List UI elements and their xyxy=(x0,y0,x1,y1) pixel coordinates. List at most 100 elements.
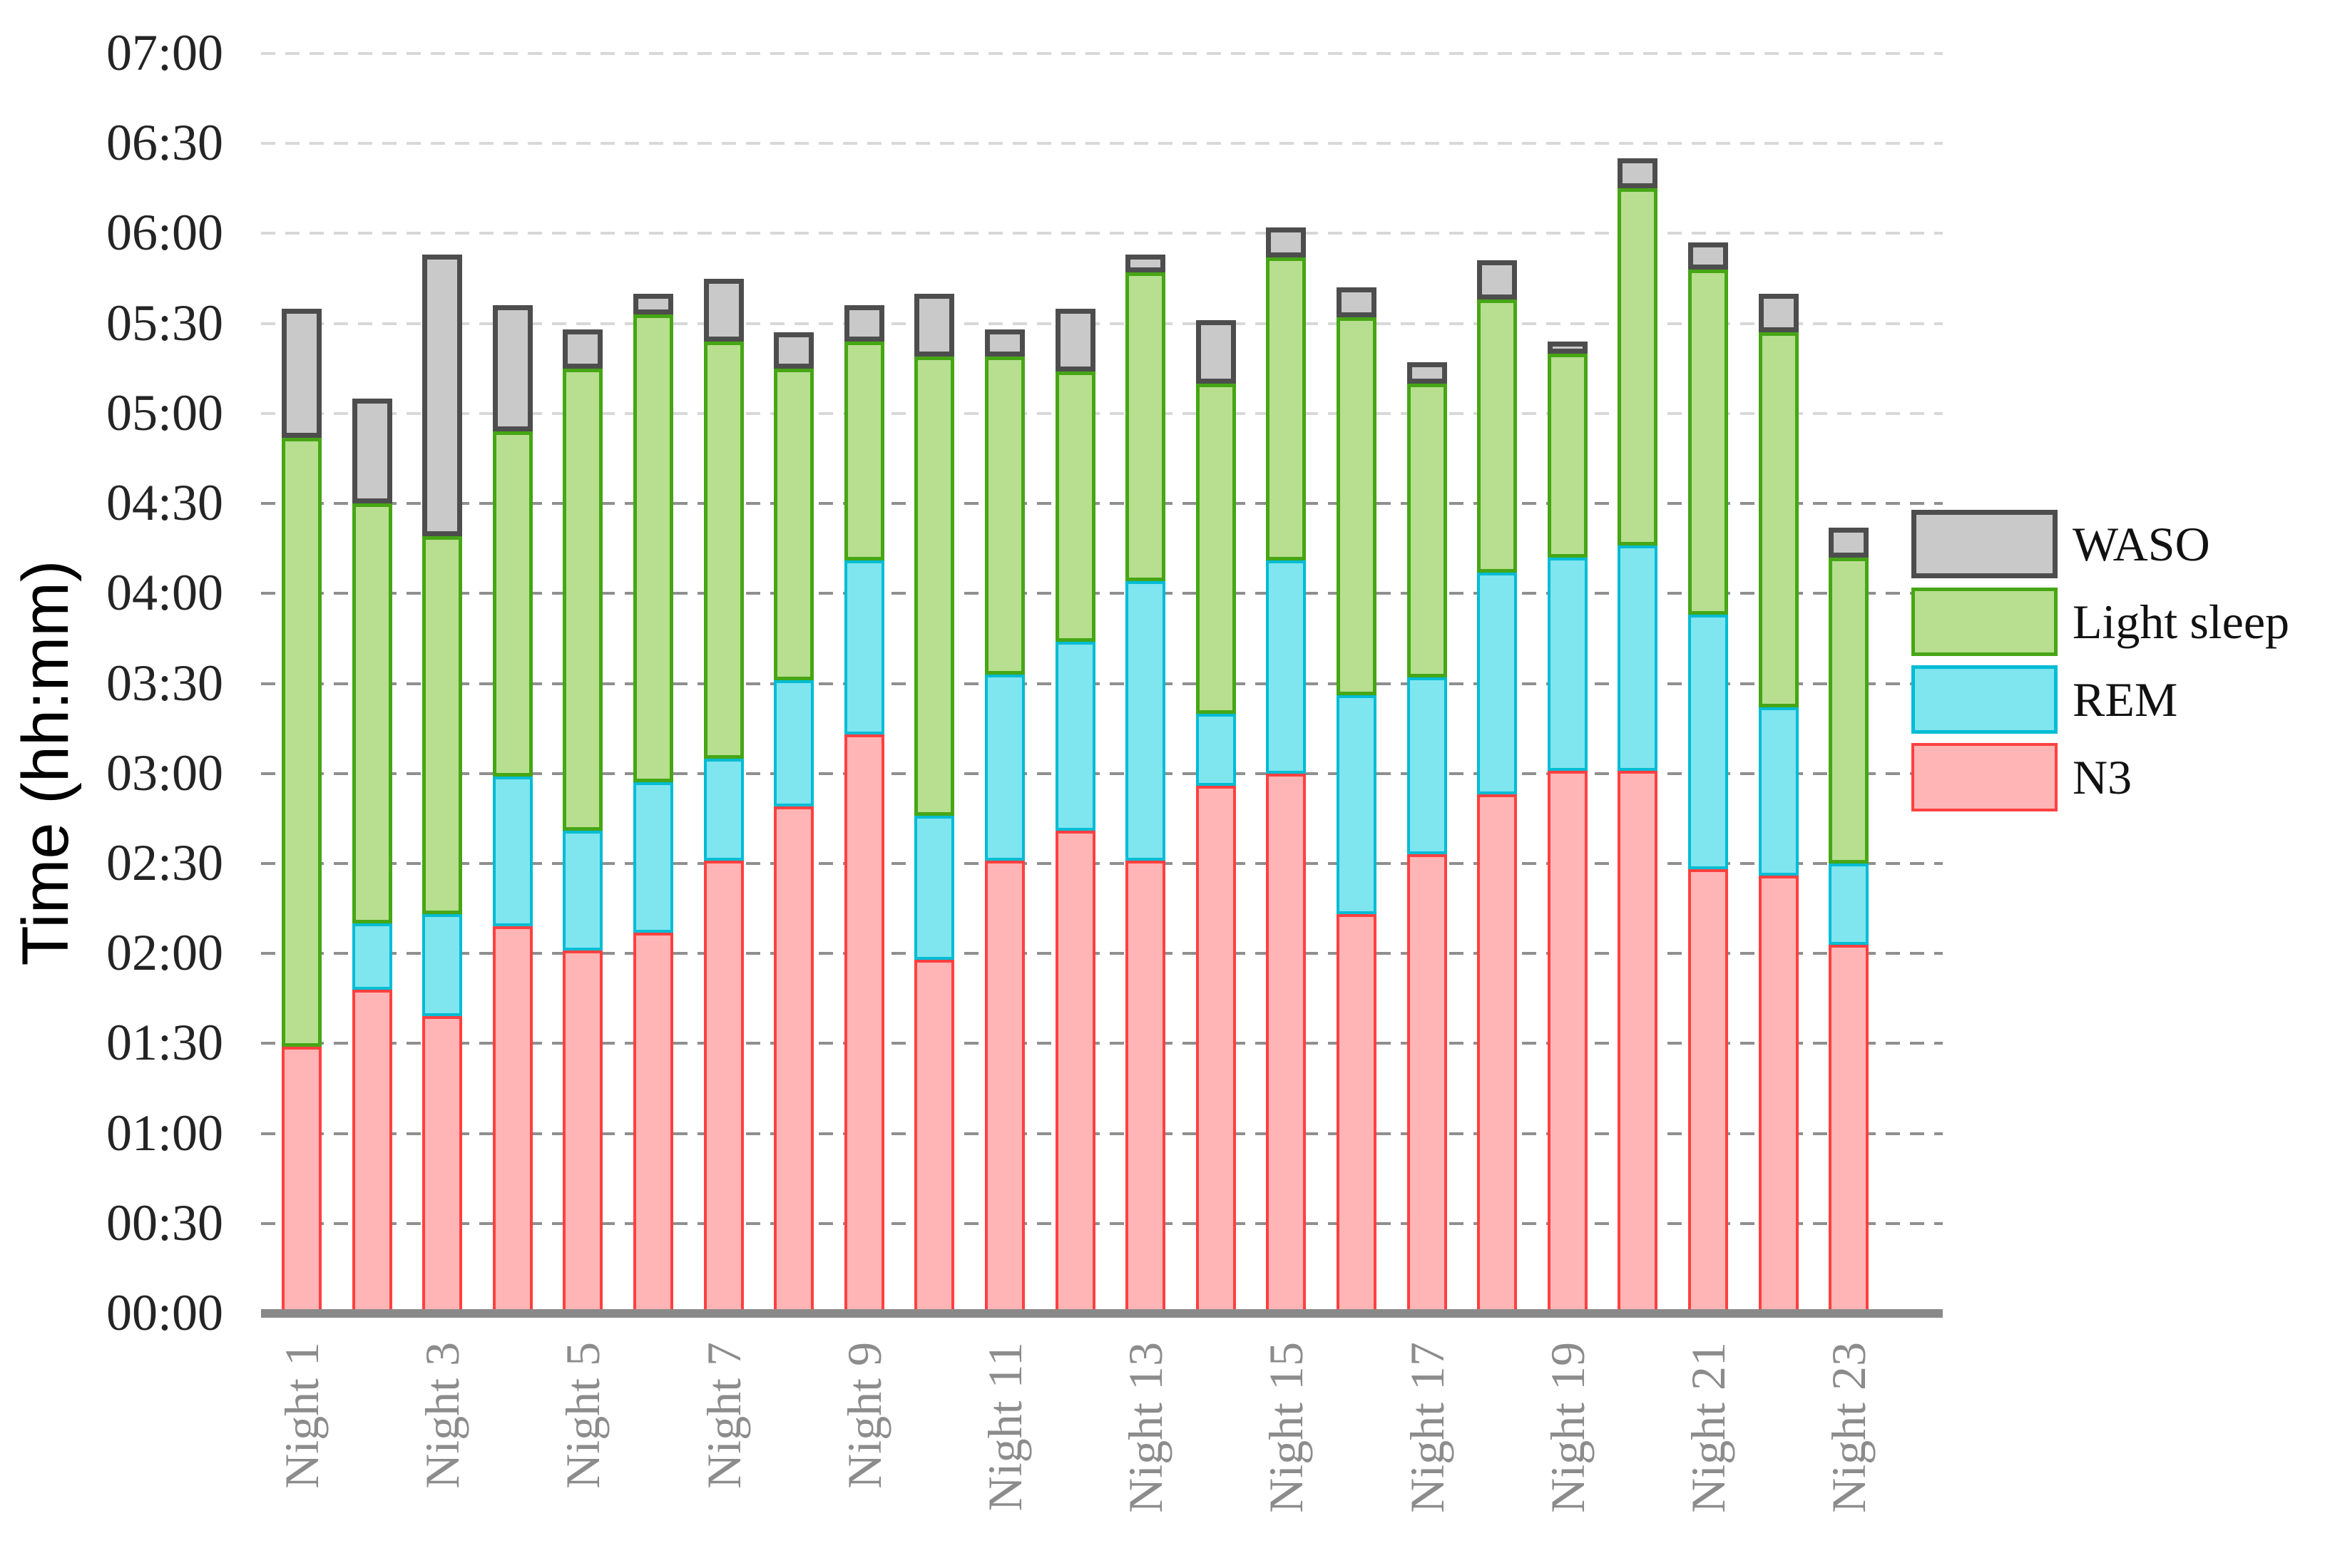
bar-segment-rem-night-11 xyxy=(985,674,1025,861)
bar-segment-light-sleep-night-19 xyxy=(1547,353,1588,558)
x-tick-label-night-21: Night 21 xyxy=(1681,1342,1735,1513)
x-tick-label-night-19: Night 19 xyxy=(1540,1342,1595,1513)
bar-segment-rem-night-19 xyxy=(1547,557,1588,771)
y-tick-label-02:30: 02:30 xyxy=(106,834,223,891)
bar-segment-rem-night-6 xyxy=(633,782,673,933)
bar-segment-waso-night-10 xyxy=(914,293,955,357)
bar-segment-rem-night-13 xyxy=(1125,581,1166,861)
bar-segment-light-sleep-night-16 xyxy=(1337,317,1376,696)
gridline-03:30 xyxy=(261,682,1943,685)
bar-segment-waso-night-20 xyxy=(1618,158,1658,189)
bar-segment-light-sleep-night-17 xyxy=(1406,383,1447,678)
bar-segment-n3-night-8 xyxy=(774,806,814,1313)
bar-segment-light-sleep-night-11 xyxy=(985,356,1025,675)
bar-segment-waso-night-14 xyxy=(1195,320,1236,384)
y-tick-label-01:00: 01:00 xyxy=(106,1104,223,1162)
y-tick-label-03:00: 03:00 xyxy=(106,744,223,801)
bar-segment-light-sleep-night-20 xyxy=(1618,188,1658,545)
bar-segment-n3-night-6 xyxy=(633,932,673,1313)
bar-segment-rem-night-10 xyxy=(914,815,955,960)
bar-segment-waso-night-1 xyxy=(282,308,322,438)
bar-segment-waso-night-15 xyxy=(1266,227,1307,258)
bar-segment-waso-night-5 xyxy=(563,329,603,369)
bar-segment-rem-night-2 xyxy=(352,923,392,990)
legend-swatch-light-sleep xyxy=(1911,588,2058,656)
bar-segment-n3-night-19 xyxy=(1547,770,1588,1313)
legend-label-waso: WASO xyxy=(2073,517,2210,571)
bar-segment-n3-night-17 xyxy=(1406,854,1447,1313)
bar-segment-light-sleep-night-5 xyxy=(563,368,603,831)
bar-segment-n3-night-20 xyxy=(1618,770,1658,1313)
bar-segment-n3-night-18 xyxy=(1477,794,1518,1313)
bar-segment-waso-night-6 xyxy=(633,293,673,315)
bar-segment-rem-night-12 xyxy=(1055,641,1095,831)
y-tick-label-01:30: 01:30 xyxy=(106,1014,223,1072)
bar-segment-n3-night-12 xyxy=(1055,830,1095,1313)
bar-segment-rem-night-7 xyxy=(703,758,744,861)
gridline-04:30 xyxy=(261,502,1943,506)
gridline-07:00 xyxy=(261,52,1943,56)
bar-segment-rem-night-23 xyxy=(1829,863,1869,945)
gridline-03:00 xyxy=(261,772,1943,775)
bar-segment-rem-night-20 xyxy=(1618,545,1658,771)
bar-segment-n3-night-15 xyxy=(1266,773,1307,1313)
legend-swatch-n3 xyxy=(1911,743,2058,811)
gridline-00:30 xyxy=(261,1221,1943,1225)
bar-segment-rem-night-22 xyxy=(1758,707,1799,876)
x-tick-label-night-3: Night 3 xyxy=(415,1342,470,1489)
x-tick-label-night-7: Night 7 xyxy=(696,1342,751,1489)
x-tick-label-night-13: Night 13 xyxy=(1118,1342,1173,1513)
bar-segment-light-sleep-night-15 xyxy=(1266,257,1307,560)
gridline-01:30 xyxy=(261,1042,1943,1045)
bar-segment-rem-night-16 xyxy=(1337,695,1376,915)
bar-segment-n3-night-16 xyxy=(1337,914,1376,1313)
bar-segment-rem-night-3 xyxy=(422,914,463,1017)
x-tick-label-night-9: Night 9 xyxy=(837,1342,891,1489)
bar-segment-n3-night-7 xyxy=(703,860,744,1313)
bar-segment-n3-night-2 xyxy=(352,989,392,1313)
bar-segment-waso-night-19 xyxy=(1547,341,1588,354)
bar-segment-n3-night-1 xyxy=(282,1046,322,1313)
bar-segment-n3-night-4 xyxy=(492,926,533,1313)
gridline-05:30 xyxy=(261,322,1943,325)
bar-segment-light-sleep-night-3 xyxy=(422,536,463,915)
legend-swatch-waso xyxy=(1911,510,2058,578)
bar-segment-n3-night-23 xyxy=(1829,944,1869,1313)
bar-segment-waso-night-23 xyxy=(1829,527,1869,558)
y-tick-label-06:00: 06:00 xyxy=(106,204,223,262)
bar-segment-waso-night-9 xyxy=(844,305,884,342)
y-tick-label-04:00: 04:00 xyxy=(106,564,223,622)
bar-segment-n3-night-11 xyxy=(985,860,1025,1313)
bar-segment-rem-night-15 xyxy=(1266,560,1307,774)
y-tick-label-05:00: 05:00 xyxy=(106,384,223,441)
y-tick-label-06:30: 06:30 xyxy=(106,114,223,172)
y-tick-label-00:00: 00:00 xyxy=(106,1284,223,1341)
bar-segment-rem-night-18 xyxy=(1477,572,1518,795)
bar-segment-waso-night-22 xyxy=(1758,293,1799,333)
bar-segment-rem-night-4 xyxy=(492,776,533,927)
bar-segment-light-sleep-night-2 xyxy=(352,503,392,924)
bar-segment-rem-night-8 xyxy=(774,680,814,806)
bar-segment-light-sleep-night-6 xyxy=(633,314,673,783)
bar-segment-n3-night-22 xyxy=(1758,875,1799,1313)
legend-label-light-sleep: Light sleep xyxy=(2073,595,2290,649)
x-tick-label-night-17: Night 17 xyxy=(1399,1342,1454,1513)
bar-segment-light-sleep-night-7 xyxy=(703,341,744,759)
gridline-02:00 xyxy=(261,952,1943,955)
bar-segment-waso-night-8 xyxy=(774,332,814,369)
bar-segment-waso-night-12 xyxy=(1055,308,1095,371)
bar-segment-light-sleep-night-1 xyxy=(282,437,322,1047)
bar-segment-light-sleep-night-9 xyxy=(844,341,884,560)
bar-segment-waso-night-16 xyxy=(1337,287,1376,318)
legend-swatch-rem xyxy=(1911,665,2058,734)
bar-segment-rem-night-21 xyxy=(1688,614,1728,870)
bar-segment-waso-night-7 xyxy=(703,278,744,342)
bar-segment-light-sleep-night-22 xyxy=(1758,332,1799,708)
gridline-06:00 xyxy=(261,232,1943,235)
gridline-05:00 xyxy=(261,411,1943,415)
bar-segment-light-sleep-night-13 xyxy=(1125,272,1166,582)
bar-segment-n3-night-3 xyxy=(422,1016,463,1313)
bar-segment-n3-night-9 xyxy=(844,734,884,1313)
bar-segment-waso-night-17 xyxy=(1406,362,1447,384)
